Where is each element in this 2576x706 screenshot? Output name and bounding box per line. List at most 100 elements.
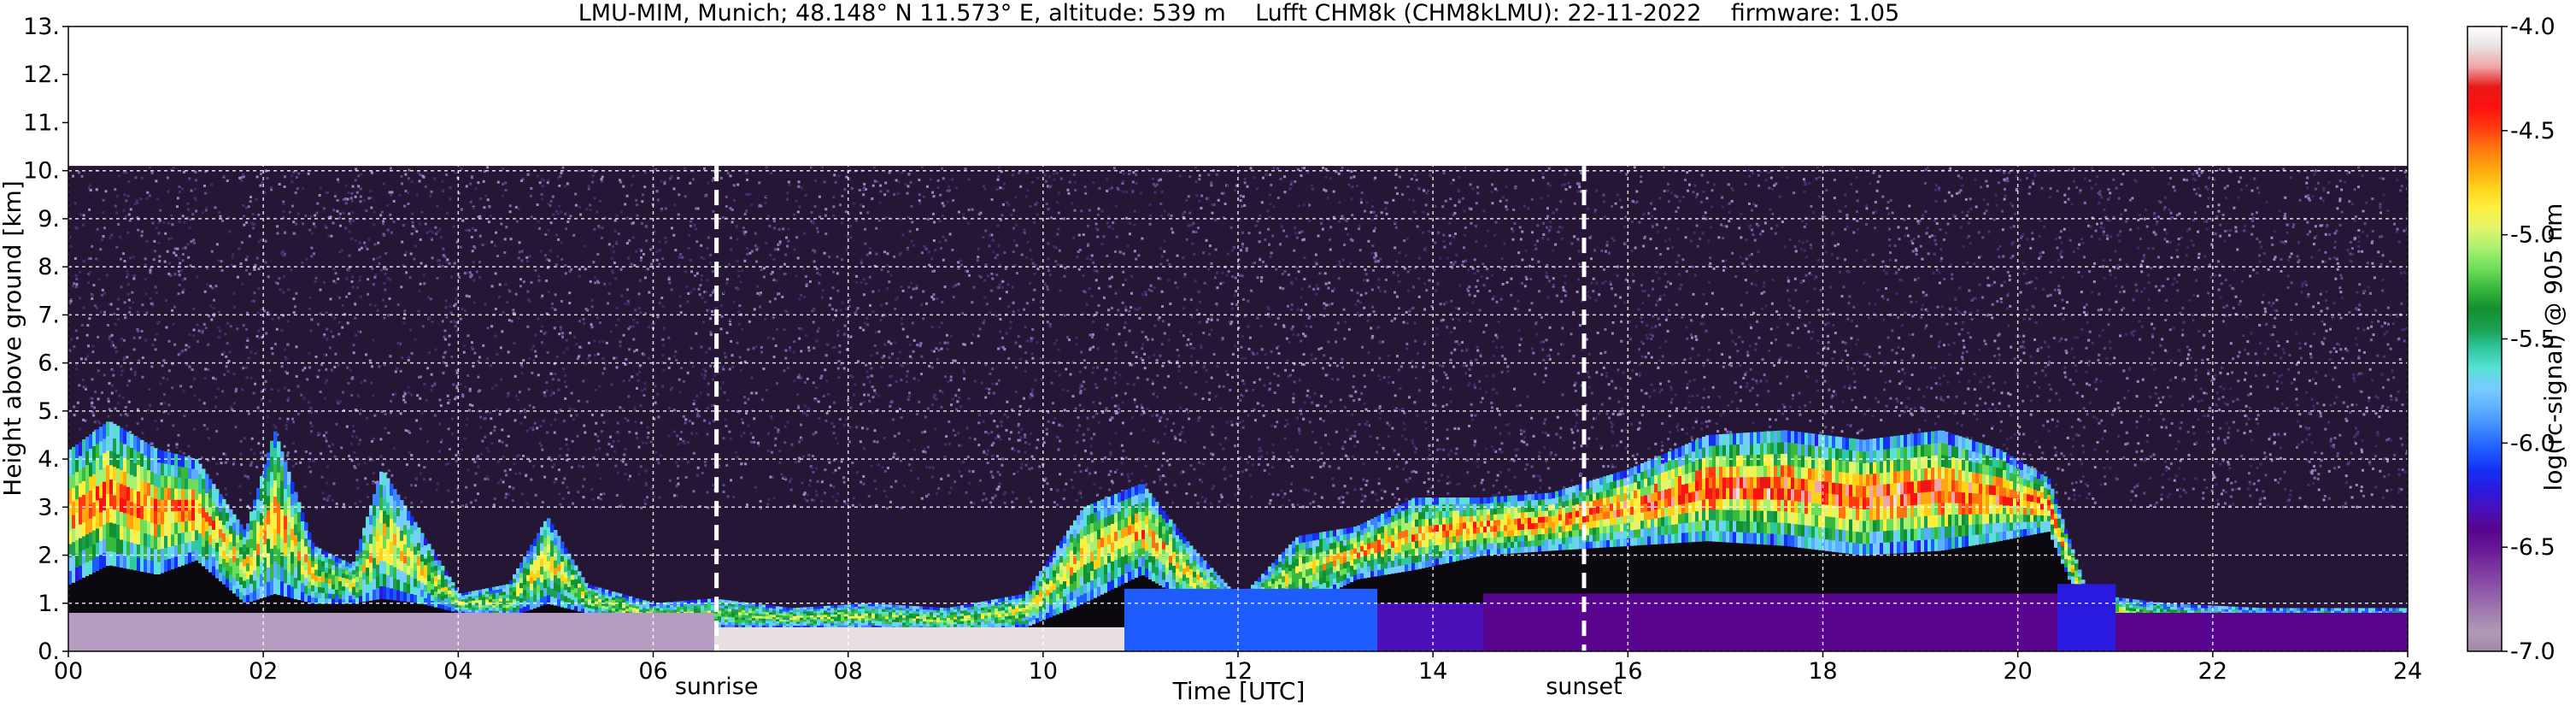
- noise-dot: [193, 266, 197, 269]
- noise-dot: [478, 276, 482, 279]
- noise-dot: [479, 426, 483, 429]
- noise-dot: [2068, 238, 2072, 242]
- noise-dot: [2136, 379, 2139, 383]
- noise-dot: [547, 229, 550, 232]
- noise-dot: [798, 297, 801, 301]
- noise-dot: [1391, 427, 1394, 430]
- noise-dot: [132, 277, 136, 280]
- noise-dot: [139, 197, 143, 201]
- noise-dot: [596, 463, 600, 467]
- noise-dot: [548, 259, 551, 262]
- noise-dot: [1114, 350, 1118, 353]
- noise-dot: [244, 366, 248, 369]
- noise-dot: [1353, 434, 1357, 438]
- noise-dot: [238, 247, 241, 250]
- noise-dot: [101, 238, 104, 242]
- noise-dot: [1009, 431, 1012, 434]
- noise-dot: [1998, 358, 2001, 362]
- noise-dot: [166, 250, 169, 253]
- noise-dot: [2178, 467, 2181, 470]
- noise-dot: [977, 274, 981, 278]
- noise-dot: [290, 174, 294, 178]
- noise-dot: [2028, 185, 2032, 189]
- noise-dot: [2353, 440, 2356, 444]
- noise-dot: [308, 296, 312, 299]
- noise-dot: [1696, 244, 1699, 248]
- noise-dot: [2232, 503, 2235, 506]
- noise-dot: [108, 382, 111, 385]
- noise-dot: [2068, 497, 2071, 500]
- noise-dot: [1225, 274, 1229, 277]
- noise-dot: [1322, 218, 1325, 221]
- noise-dot: [742, 232, 746, 236]
- noise-dot: [346, 197, 349, 201]
- noise-dot: [1869, 264, 1873, 268]
- noise-dot: [1072, 266, 1076, 269]
- noise-dot: [528, 403, 531, 407]
- noise-dot: [2168, 467, 2171, 470]
- noise-dot: [82, 385, 85, 389]
- noise-dot: [654, 385, 657, 388]
- noise-dot: [1221, 271, 1224, 274]
- noise-dot: [1836, 256, 1840, 260]
- noise-dot: [1077, 416, 1080, 420]
- noise-dot: [1492, 494, 1495, 497]
- noise-dot: [1260, 201, 1264, 204]
- noise-dot: [1810, 337, 1813, 340]
- noise-dot: [1563, 183, 1566, 186]
- noise-dot: [1210, 316, 1213, 320]
- noise-dot: [1921, 257, 1924, 261]
- noise-dot: [1908, 333, 1911, 337]
- noise-dot: [128, 219, 132, 222]
- noise-dot: [695, 332, 698, 335]
- noise-dot: [1018, 431, 1021, 434]
- noise-dot: [1493, 169, 1497, 173]
- noise-dot: [2261, 301, 2264, 304]
- noise-dot: [477, 360, 480, 363]
- noise-dot: [1001, 187, 1005, 191]
- noise-dot: [1991, 316, 1994, 320]
- noise-dot: [1144, 291, 1147, 294]
- noise-dot: [565, 385, 568, 389]
- noise-dot: [1174, 281, 1177, 285]
- noise-dot: [1163, 386, 1166, 390]
- noise-dot: [1143, 352, 1147, 356]
- noise-dot: [2406, 450, 2408, 453]
- noise-dot: [1358, 224, 1361, 227]
- noise-dot: [636, 203, 639, 207]
- noise-dot: [184, 348, 187, 351]
- noise-dot: [493, 425, 496, 428]
- noise-dot: [641, 193, 644, 197]
- noise-dot: [686, 300, 689, 303]
- noise-dot: [115, 245, 119, 249]
- noise-dot: [455, 460, 458, 463]
- noise-dot: [566, 454, 569, 457]
- noise-dot: [308, 452, 312, 456]
- noise-dot: [309, 470, 313, 474]
- noise-dot: [2033, 174, 2037, 178]
- noise-dot: [1685, 326, 1688, 329]
- noise-dot: [2382, 457, 2385, 461]
- noise-dot: [2386, 322, 2390, 326]
- noise-dot: [372, 338, 375, 342]
- noise-dot: [931, 466, 935, 469]
- noise-dot: [1253, 419, 1257, 422]
- noise-dot: [1752, 233, 1755, 237]
- noise-dot: [2218, 409, 2221, 412]
- noise-dot: [1329, 177, 1332, 180]
- noise-dot: [1831, 430, 1834, 433]
- noise-dot: [2060, 312, 2063, 315]
- noise-dot: [1942, 374, 1945, 378]
- noise-dot: [1710, 226, 1713, 229]
- noise-dot: [514, 292, 518, 296]
- noise-dot: [741, 269, 744, 273]
- noise-dot: [643, 387, 647, 391]
- noise-dot: [883, 489, 886, 492]
- noise-dot: [386, 276, 390, 279]
- noise-dot: [1924, 181, 1928, 185]
- noise-dot: [1039, 300, 1042, 303]
- noise-dot: [771, 475, 774, 479]
- noise-dot: [671, 227, 674, 230]
- noise-dot: [1283, 437, 1287, 440]
- noise-dot: [2168, 492, 2172, 496]
